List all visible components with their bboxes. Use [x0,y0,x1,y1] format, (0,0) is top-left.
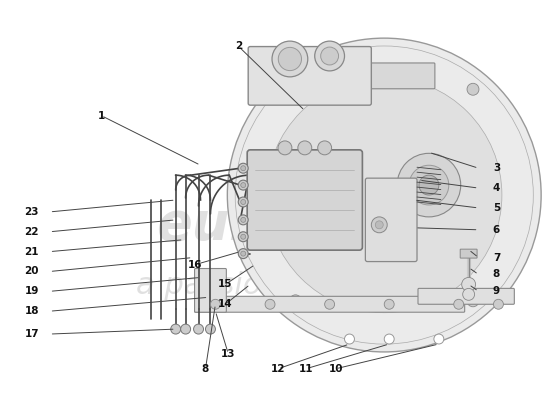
FancyBboxPatch shape [365,178,417,262]
Circle shape [278,47,301,71]
Circle shape [238,232,248,242]
Circle shape [467,295,479,307]
Circle shape [241,217,246,222]
Circle shape [371,217,387,233]
Circle shape [384,334,394,344]
Circle shape [278,141,292,155]
Text: 10: 10 [328,364,343,374]
Circle shape [454,299,464,309]
Circle shape [211,299,221,309]
Text: 16: 16 [188,260,203,270]
Text: 15: 15 [218,280,233,290]
Circle shape [324,299,334,309]
Text: 8: 8 [202,364,209,374]
Text: 18: 18 [24,306,39,316]
Text: 11: 11 [299,364,313,374]
Circle shape [419,175,439,195]
Text: 23: 23 [24,207,39,217]
Circle shape [241,251,246,256]
Circle shape [241,166,246,171]
Text: 5: 5 [493,203,500,213]
Circle shape [375,221,383,229]
Circle shape [461,278,476,291]
Text: 14: 14 [218,299,233,309]
Text: 22: 22 [24,227,39,237]
Circle shape [238,215,248,225]
Circle shape [463,288,475,300]
Text: 4: 4 [493,183,500,193]
Circle shape [265,299,275,309]
Circle shape [227,38,541,352]
Circle shape [238,163,248,173]
Circle shape [241,234,246,239]
Text: 7: 7 [493,252,500,262]
Circle shape [321,47,339,65]
Circle shape [315,41,344,71]
Text: 20: 20 [24,266,39,276]
Text: 2: 2 [235,41,242,51]
FancyBboxPatch shape [248,46,371,105]
Circle shape [272,41,308,77]
Circle shape [241,200,246,204]
Circle shape [170,324,180,334]
Text: 21: 21 [24,247,39,257]
Circle shape [467,83,479,95]
Circle shape [493,299,503,309]
Text: 3: 3 [493,163,500,173]
Circle shape [434,334,444,344]
Circle shape [238,197,248,207]
Text: europ: europ [156,199,329,251]
Circle shape [238,180,248,190]
FancyBboxPatch shape [195,296,465,312]
Circle shape [384,299,394,309]
Circle shape [194,324,204,334]
FancyBboxPatch shape [418,288,514,304]
Circle shape [318,141,332,155]
Text: 13: 13 [221,349,235,359]
Circle shape [289,83,301,95]
Text: a passion: a passion [136,271,281,300]
Circle shape [238,249,248,258]
Circle shape [397,153,461,217]
FancyBboxPatch shape [460,249,477,258]
Circle shape [289,295,301,307]
Text: 1: 1 [97,110,105,120]
Circle shape [241,183,246,188]
Text: 19: 19 [25,286,39,296]
Text: 8: 8 [493,270,500,280]
Circle shape [206,324,216,334]
Circle shape [298,141,312,155]
Text: 6: 6 [493,225,500,235]
Text: 9: 9 [493,286,500,296]
Text: 17: 17 [24,329,39,339]
Circle shape [180,324,191,334]
FancyBboxPatch shape [195,268,227,312]
FancyBboxPatch shape [364,63,435,89]
Text: 12: 12 [271,364,285,374]
Circle shape [344,334,354,344]
FancyBboxPatch shape [247,150,362,250]
Circle shape [267,77,502,313]
Circle shape [409,165,449,205]
